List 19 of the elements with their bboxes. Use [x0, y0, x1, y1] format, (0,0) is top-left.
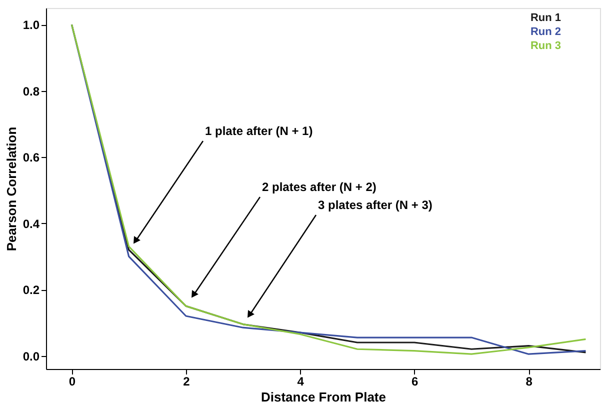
annotation: 3 plates after (N + 3): [318, 198, 432, 212]
text: Run 2: [530, 26, 561, 38]
x-tick-label: 2: [183, 374, 190, 388]
text: Run 3: [530, 40, 561, 52]
y-tick-label: 0.2: [22, 283, 40, 298]
y-tick-label: 0.8: [22, 84, 40, 98]
x-axis-title: Distance From Plate: [261, 390, 386, 404]
text: Run 1: [530, 12, 561, 24]
y-axis-title: Pearson Correlation: [4, 126, 19, 252]
y-tick-label: 0.0: [22, 349, 40, 364]
y-tick-label: 1.0: [22, 18, 40, 32]
y-tick-label: 0.6: [22, 150, 40, 165]
x-tick-label: 6: [412, 374, 419, 388]
y-tick-label: 0.4: [22, 216, 40, 231]
x-tick-label: 4: [297, 374, 304, 388]
x-tick-label: 8: [526, 374, 533, 388]
x-tick-label: 0: [68, 374, 76, 388]
annotation: 2 plates after (N + 2): [262, 180, 376, 194]
annotation: 1 plate after (N + 1): [205, 124, 313, 138]
